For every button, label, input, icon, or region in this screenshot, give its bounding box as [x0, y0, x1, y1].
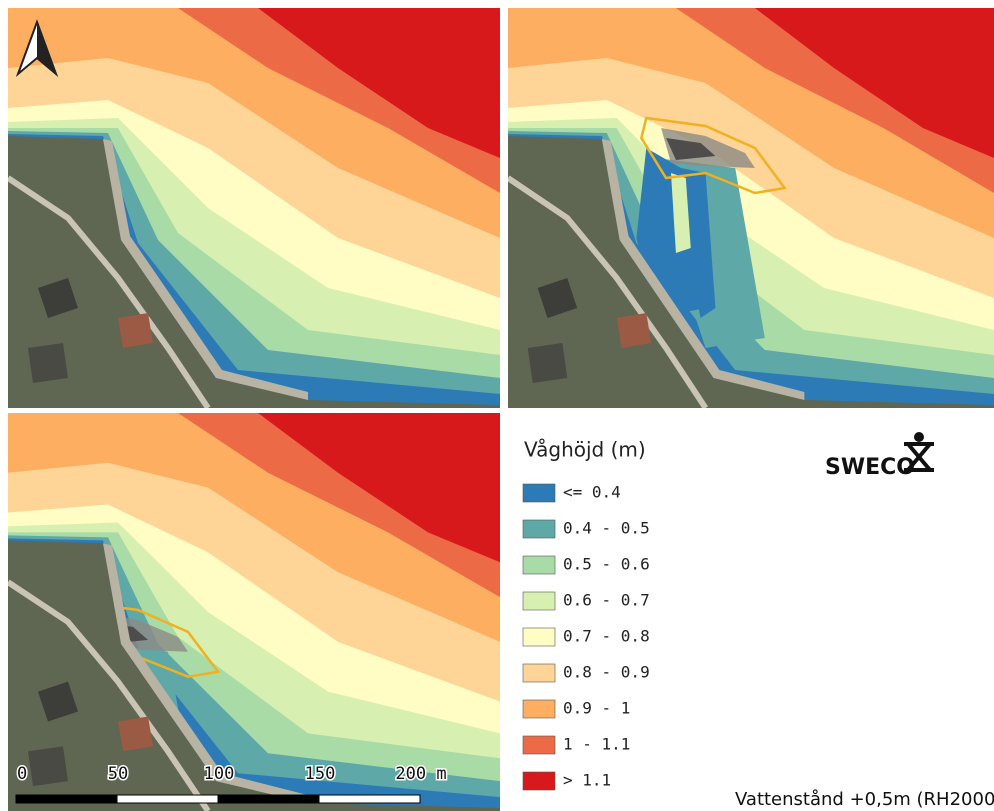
- scale-bar-label: 200 m: [395, 764, 446, 784]
- legend-label: 0.6 - 0.7: [563, 591, 650, 610]
- legend-swatch: [523, 736, 555, 754]
- legend-label: 1 - 1.1: [563, 735, 630, 754]
- legend-label: 0.5 - 0.6: [563, 555, 650, 574]
- legend-label: 0.8 - 0.9: [563, 663, 650, 682]
- legend-label: 0.9 - 1: [563, 699, 630, 718]
- scale-bar-label: 50: [108, 764, 128, 784]
- logo-text: SWECO: [825, 455, 915, 480]
- logo-icon: [914, 432, 924, 442]
- map-figure: Våghöjd (m) SWECO Vattenstånd +0,5m (RH2…: [0, 0, 994, 811]
- building: [28, 343, 68, 383]
- scale-bar-segment: [319, 795, 420, 803]
- scale-bar-segment: [218, 795, 319, 803]
- legend-swatch: [523, 484, 555, 502]
- sweco-logo: SWECO: [825, 432, 934, 480]
- legend-label: 0.7 - 0.8: [563, 627, 650, 646]
- legend-swatch: [523, 520, 555, 538]
- scale-bar-label: 0: [17, 764, 27, 784]
- legend-swatch: [523, 772, 555, 790]
- building: [28, 746, 68, 786]
- legend-swatch: [523, 556, 555, 574]
- legend-label: 0.4 - 0.5: [563, 519, 650, 538]
- legend-swatch: [523, 628, 555, 646]
- building: [617, 313, 652, 348]
- scale-bar-segment: [117, 795, 218, 803]
- legend-title: Våghöjd (m): [524, 438, 646, 462]
- legend-label: <= 0.4: [563, 483, 621, 502]
- scale-bar-label: 150: [305, 764, 336, 784]
- footer-text: Vattenstånd +0,5m (RH2000: [735, 789, 994, 810]
- map-panel: [8, 413, 500, 811]
- legend-swatch: [523, 592, 555, 610]
- map-panel: [8, 8, 500, 408]
- figure-canvas: Våghöjd (m) SWECO Vattenstånd +0,5m (RH2…: [0, 0, 994, 811]
- legend-swatch: [523, 664, 555, 682]
- building: [118, 313, 153, 348]
- building: [528, 343, 568, 383]
- legend-swatch: [523, 700, 555, 718]
- map-panel: [508, 8, 994, 408]
- legend-label: > 1.1: [563, 771, 611, 790]
- scale-bar-segment: [16, 795, 117, 803]
- building: [118, 716, 153, 751]
- scale-bar-label: 100: [204, 764, 235, 784]
